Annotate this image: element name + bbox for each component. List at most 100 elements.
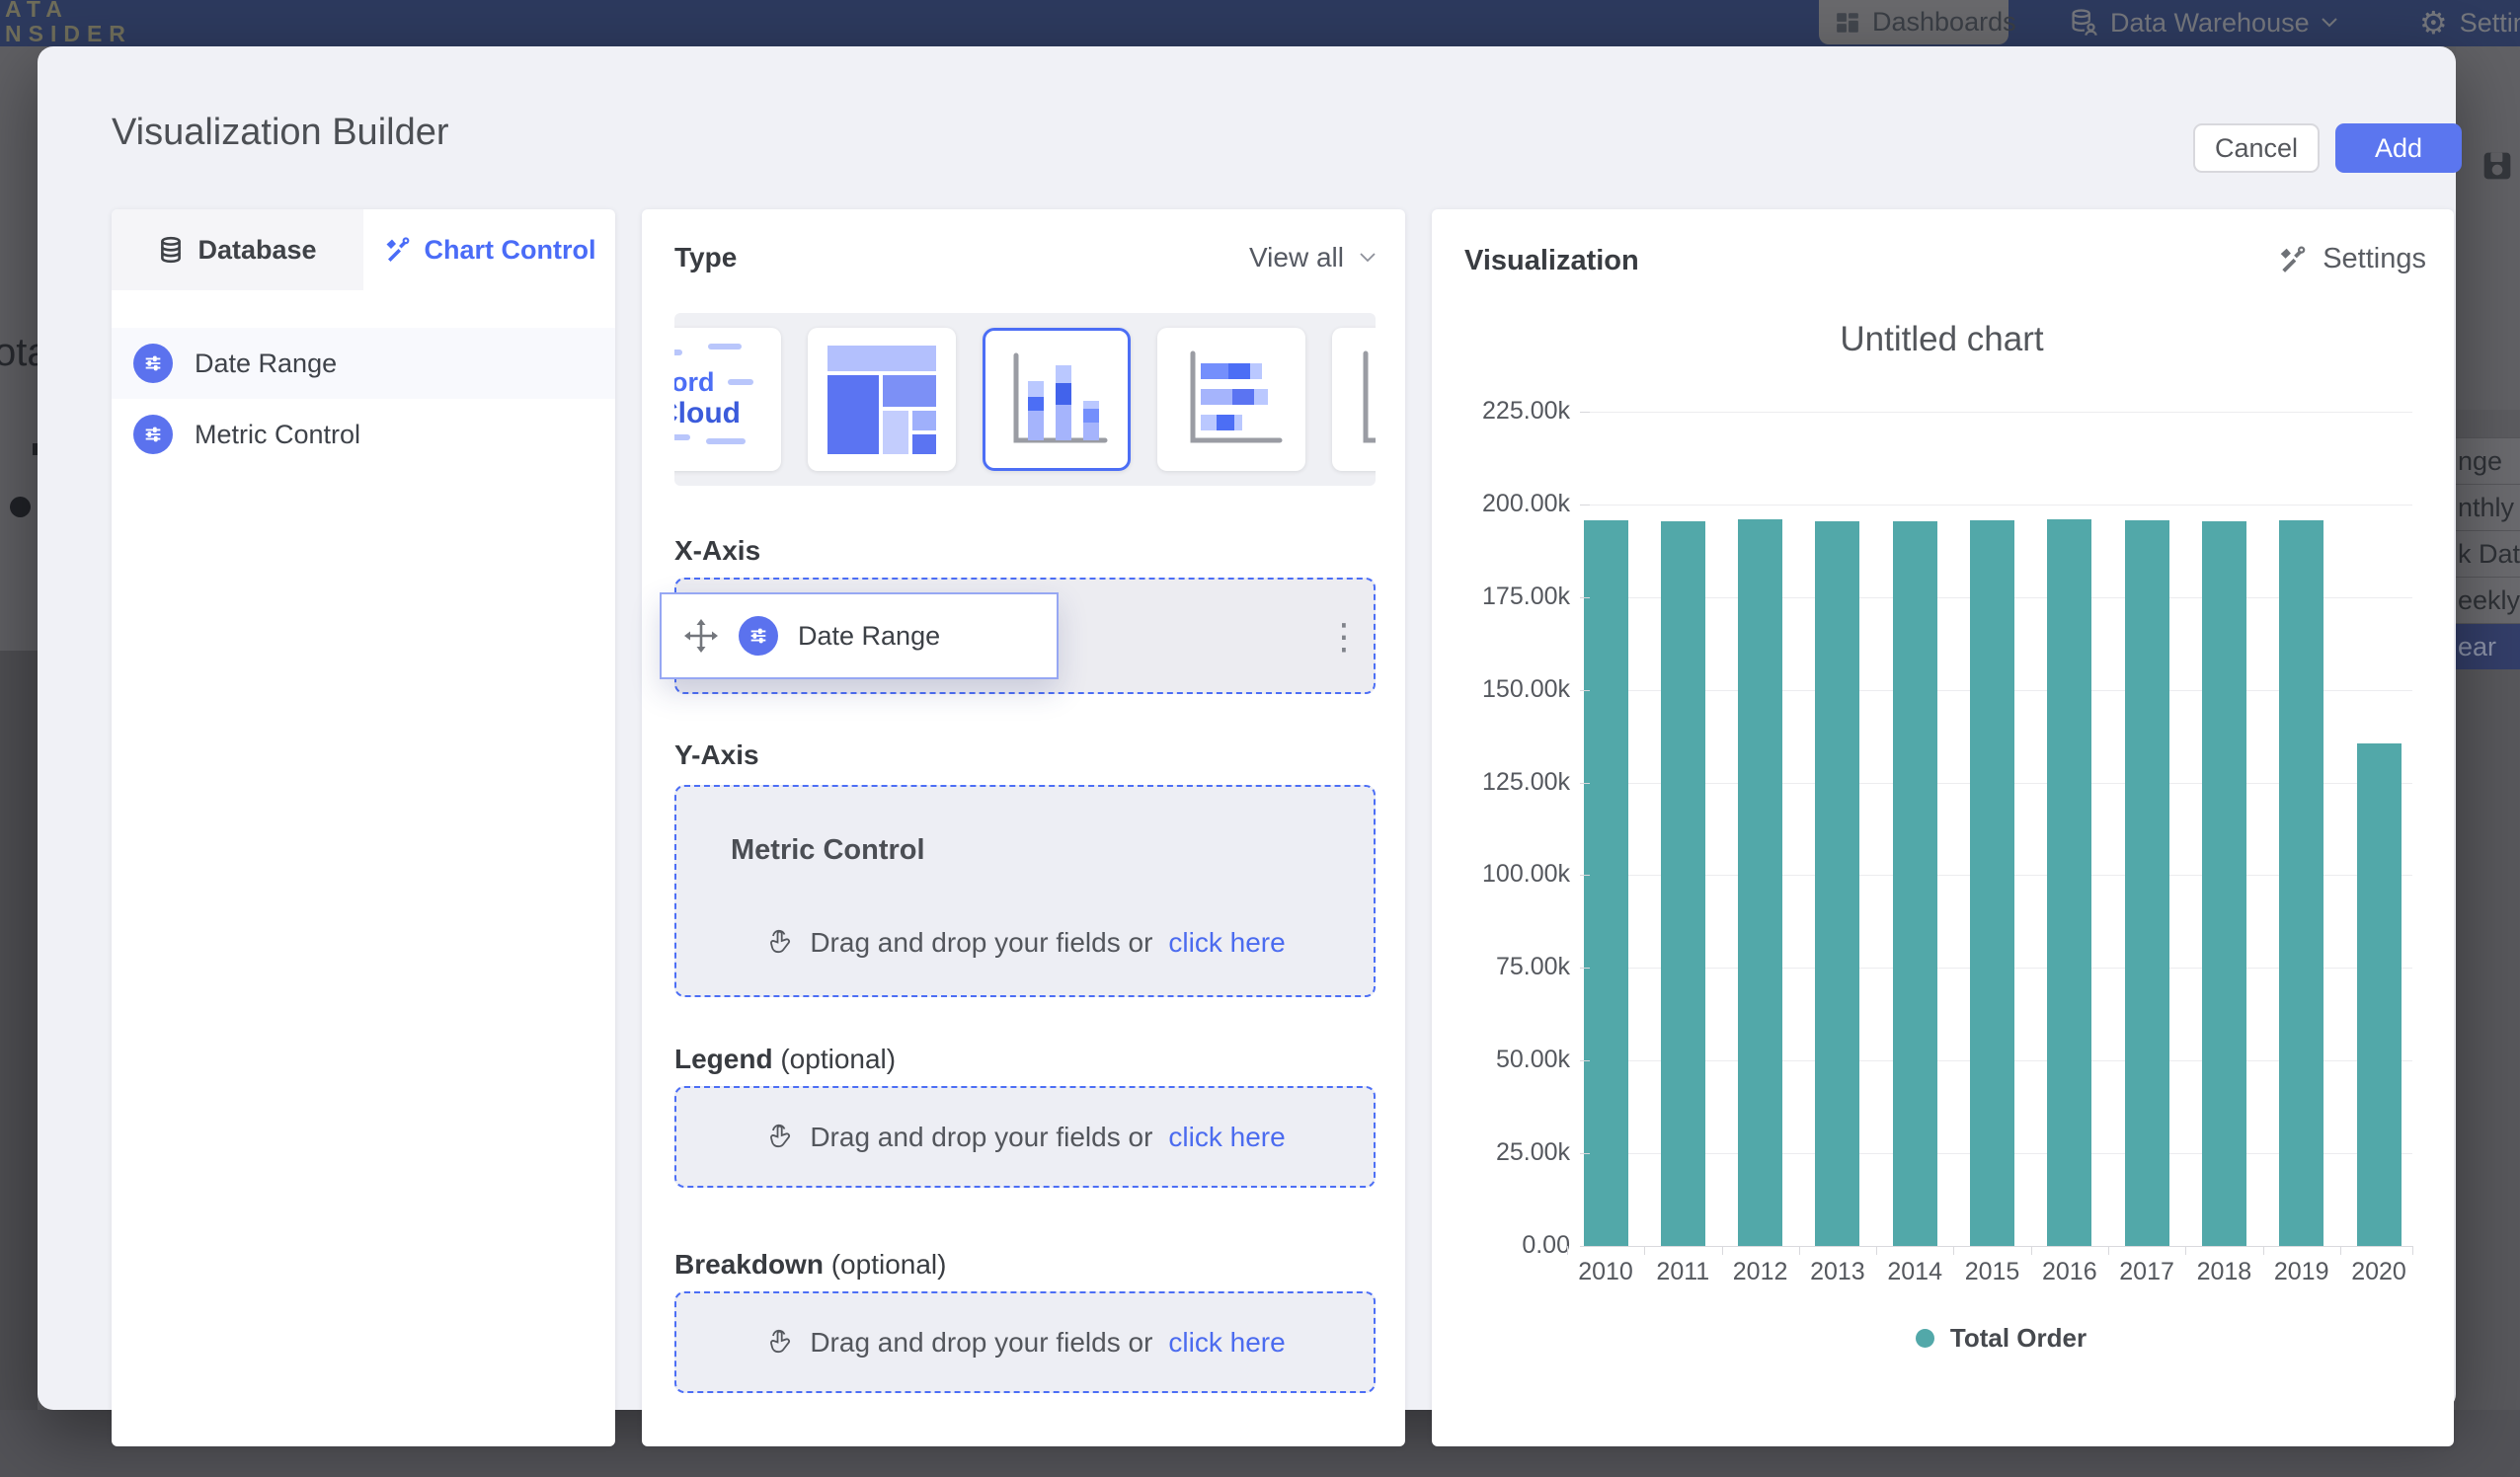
x-axis-tick (2185, 1246, 2186, 1255)
field-item-date-range[interactable]: Date Range (112, 328, 615, 399)
chart-legend: Total Order (1590, 1323, 2412, 1354)
x-axis-line (1590, 1246, 2413, 1247)
x-axis-tick (1567, 1246, 1568, 1255)
chart-type-stacked-column[interactable] (983, 328, 1131, 471)
nav-item-dashboards: Dashboards (1819, 0, 2008, 44)
chart-type-histogram[interactable] (1332, 328, 1376, 471)
y-axis-tick (1580, 597, 1590, 598)
word-cloud-mark (674, 350, 682, 355)
word-cloud-mark (708, 344, 742, 350)
bar-chart-plot (1590, 412, 2412, 1246)
drop-hint-row: Drag and drop your fields or click here (676, 927, 1374, 959)
x-axis-label: 2014 (1887, 1258, 1942, 1286)
background-divider (2456, 410, 2520, 437)
y-axis-label: 125.00k (1432, 768, 1570, 797)
click-here-link[interactable]: click here (1168, 1327, 1285, 1359)
type-section-label: Type (674, 242, 737, 273)
x-axis-label: 2010 (1578, 1258, 1633, 1286)
y-axis-label: 50.00k (1432, 1046, 1570, 1074)
dimmed-background-right: ngenthlyk Dateeeklyear (2456, 46, 2520, 1410)
bar (2357, 743, 2402, 1246)
y-axis-label: 175.00k (1432, 583, 1570, 611)
word-cloud-word: Cloud (674, 397, 741, 430)
y-axis-label: 0.00 (1432, 1231, 1570, 1260)
drop-hint-row: Drag and drop your fields or click here (764, 1122, 1285, 1153)
x-axis-label-text: X-Axis (674, 535, 760, 566)
sliders-icon (133, 344, 173, 383)
dashboards-grid-icon (1835, 10, 1860, 36)
date-range-chip[interactable]: Date Range (660, 592, 1059, 679)
view-all-dropdown[interactable]: View all (1249, 242, 1376, 273)
kebab-menu-icon[interactable]: ⋮ (1326, 616, 1362, 658)
sliders-icon (133, 415, 173, 454)
legend-label-text: Legend (674, 1044, 773, 1074)
stacked-bar-icon (1177, 346, 1286, 454)
x-axis-tick (2340, 1246, 2341, 1255)
tab-chart-control[interactable]: Chart Control (363, 209, 615, 290)
zone-field-title: Metric Control (731, 834, 925, 867)
chart-settings-button[interactable]: Settings (2277, 243, 2426, 275)
x-axis-tick (2263, 1246, 2264, 1255)
chip-label: Date Range (798, 621, 940, 652)
chart-title: Untitled chart (1531, 320, 2353, 359)
legend-drop-zone[interactable]: Drag and drop your fields or click here (674, 1086, 1376, 1188)
click-here-link[interactable]: click here (1168, 1122, 1285, 1153)
y-axis-tick (1580, 1153, 1590, 1154)
breakdown-drop-zone[interactable]: Drag and drop your fields or click here (674, 1291, 1376, 1393)
visualization-panel-title: Visualization (1464, 245, 1639, 277)
y-axis-tick (1580, 690, 1590, 691)
x-axis-label: 2018 (2197, 1258, 2252, 1286)
breakdown-label-text: Breakdown (674, 1249, 824, 1280)
legend-section-label: Legend (optional) (674, 1044, 896, 1075)
chart-type-word-cloud[interactable]: Word Cloud (674, 328, 781, 471)
tools-icon (2277, 245, 2307, 274)
x-axis-label: 2013 (1810, 1258, 1865, 1286)
y-axis-label: 200.00k (1432, 490, 1570, 518)
tab-database[interactable]: Database (112, 209, 363, 290)
histogram-icon (1352, 346, 1376, 454)
click-here-link[interactable]: click here (1168, 927, 1285, 959)
x-axis-tick (2108, 1246, 2109, 1255)
x-axis-tick (1644, 1246, 1645, 1255)
field-label: Date Range (195, 349, 337, 379)
drop-hint-row: Drag and drop your fields or click here (764, 1327, 1285, 1359)
bar (2279, 520, 2323, 1246)
x-axis-label: 2011 (1656, 1258, 1709, 1286)
legend-label-suffix: (optional) (780, 1044, 896, 1074)
background-dropdown-item: k Date (2456, 530, 2520, 577)
save-icon (2481, 150, 2513, 182)
chart-type-strip: Word Cloud (674, 313, 1376, 486)
y-axis-label: 150.00k (1432, 675, 1570, 704)
background-dropdown-item: eekly (2456, 577, 2520, 623)
modal-title: Visualization Builder (112, 112, 449, 154)
chart-type-stacked-bar[interactable] (1157, 328, 1305, 471)
x-axis-label: 2019 (2274, 1258, 2329, 1286)
add-button[interactable]: Add (2335, 123, 2462, 173)
field-label: Metric Control (195, 420, 360, 450)
gridline (1590, 412, 2412, 413)
word-cloud-mark (728, 379, 753, 385)
fields-panel: Database Chart Control Date Range (112, 209, 615, 1446)
chart-settings-label: Settings (2323, 243, 2426, 275)
view-all-label: View all (1249, 242, 1344, 273)
cancel-button[interactable]: Cancel (2193, 123, 2320, 173)
background-dropdown-item: ear (2456, 623, 2520, 669)
word-cloud-word: Word (674, 367, 715, 398)
y-axis-drop-zone[interactable]: Metric Control Drag and drop your fields… (674, 785, 1376, 997)
field-item-metric-control[interactable]: Metric Control (112, 399, 615, 470)
drop-hint-text: Drag and drop your fields or (810, 1122, 1152, 1153)
nav-dashboards-label: Dashboards (1872, 7, 2016, 38)
app-logo-line2: NSIDER (5, 22, 132, 46)
legend-dot (1916, 1329, 1934, 1348)
tap-hand-icon (764, 1327, 794, 1359)
chart-type-treemap[interactable] (808, 328, 956, 471)
x-axis-tick (1722, 1246, 1723, 1255)
y-axis-label: 225.00k (1432, 397, 1570, 426)
background-bullet-dot (10, 497, 31, 517)
database-icon (158, 236, 184, 264)
app-logo: ATA NSIDER (5, 0, 132, 46)
chevron-down-icon (2322, 18, 2337, 28)
nav-item-data-warehouse: Data Warehouse (2069, 0, 2337, 45)
sliders-icon (739, 616, 778, 656)
tools-icon (383, 236, 411, 264)
